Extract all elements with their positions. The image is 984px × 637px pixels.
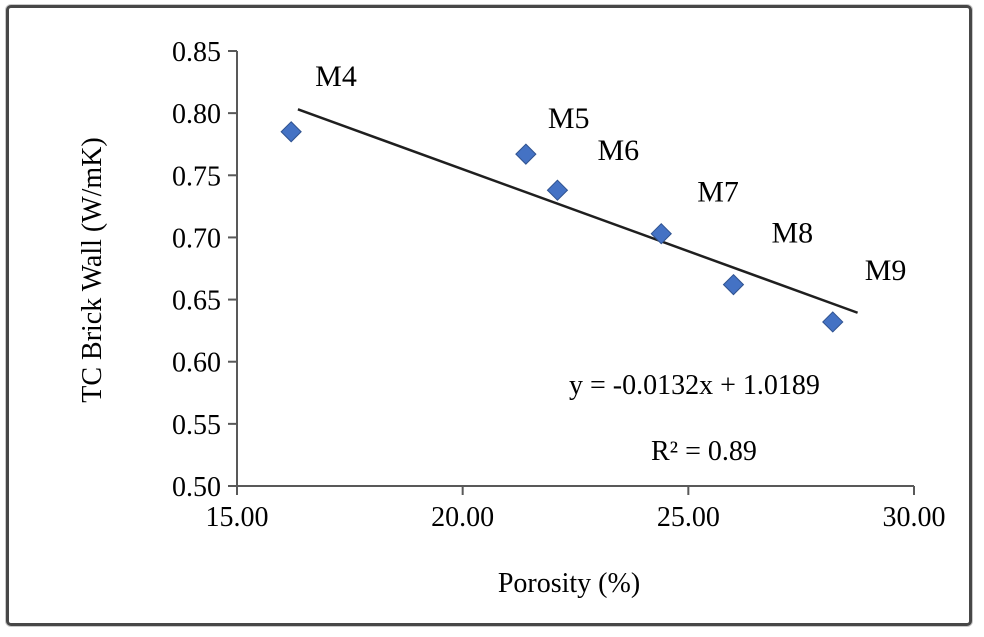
x-tick-label: 20.00 (431, 502, 494, 533)
scatter-plot: 15.00 20.00 25.00 30.00 0.85 0.80 0.75 0.70 0.65… (172, 37, 946, 533)
point-label-m4: M4 (315, 60, 357, 93)
data-point-m6 (546, 179, 569, 201)
y-tick-label: 0.80 (172, 99, 221, 130)
data-point-m5 (515, 143, 537, 165)
data-point-m9 (822, 311, 844, 333)
r-squared-label: R² = 0.89 (651, 436, 757, 467)
point-label-m6: M6 (597, 134, 639, 167)
x-tick-label: 15.00 (206, 502, 269, 533)
y-tick-label: 0.65 (172, 286, 221, 317)
y-tick-label: 0.60 (172, 348, 221, 379)
x-tick-label: 30.00 (883, 502, 946, 533)
x-tick-label: 25.00 (657, 502, 720, 533)
data-point-m4 (280, 121, 302, 143)
point-label-m8: M8 (771, 217, 813, 250)
y-tick-label: 0.85 (172, 37, 221, 68)
point-label-m7: M7 (697, 176, 739, 209)
point-label-m9: M9 (865, 254, 907, 287)
y-tick-label: 0.75 (172, 161, 221, 192)
y-tick-label: 0.70 (172, 223, 221, 254)
x-axis-title: Porosity (%) (497, 568, 641, 599)
y-axis-title: TC Brick Wall (W/mK) (77, 137, 108, 403)
y-tick-label: 0.55 (172, 410, 221, 441)
trendline-equation-label: y = -0.0132x + 1.0189 (569, 370, 820, 401)
trendline (297, 108, 859, 314)
chart-frame: 15.00 20.00 25.00 30.00 0.85 0.80 0.75 0.70 0.65… (6, 5, 972, 626)
data-point-m8 (722, 273, 745, 296)
y-tick-label: 0.50 (172, 472, 221, 503)
data-point-m7 (650, 222, 672, 245)
point-label-m5: M5 (548, 102, 590, 135)
